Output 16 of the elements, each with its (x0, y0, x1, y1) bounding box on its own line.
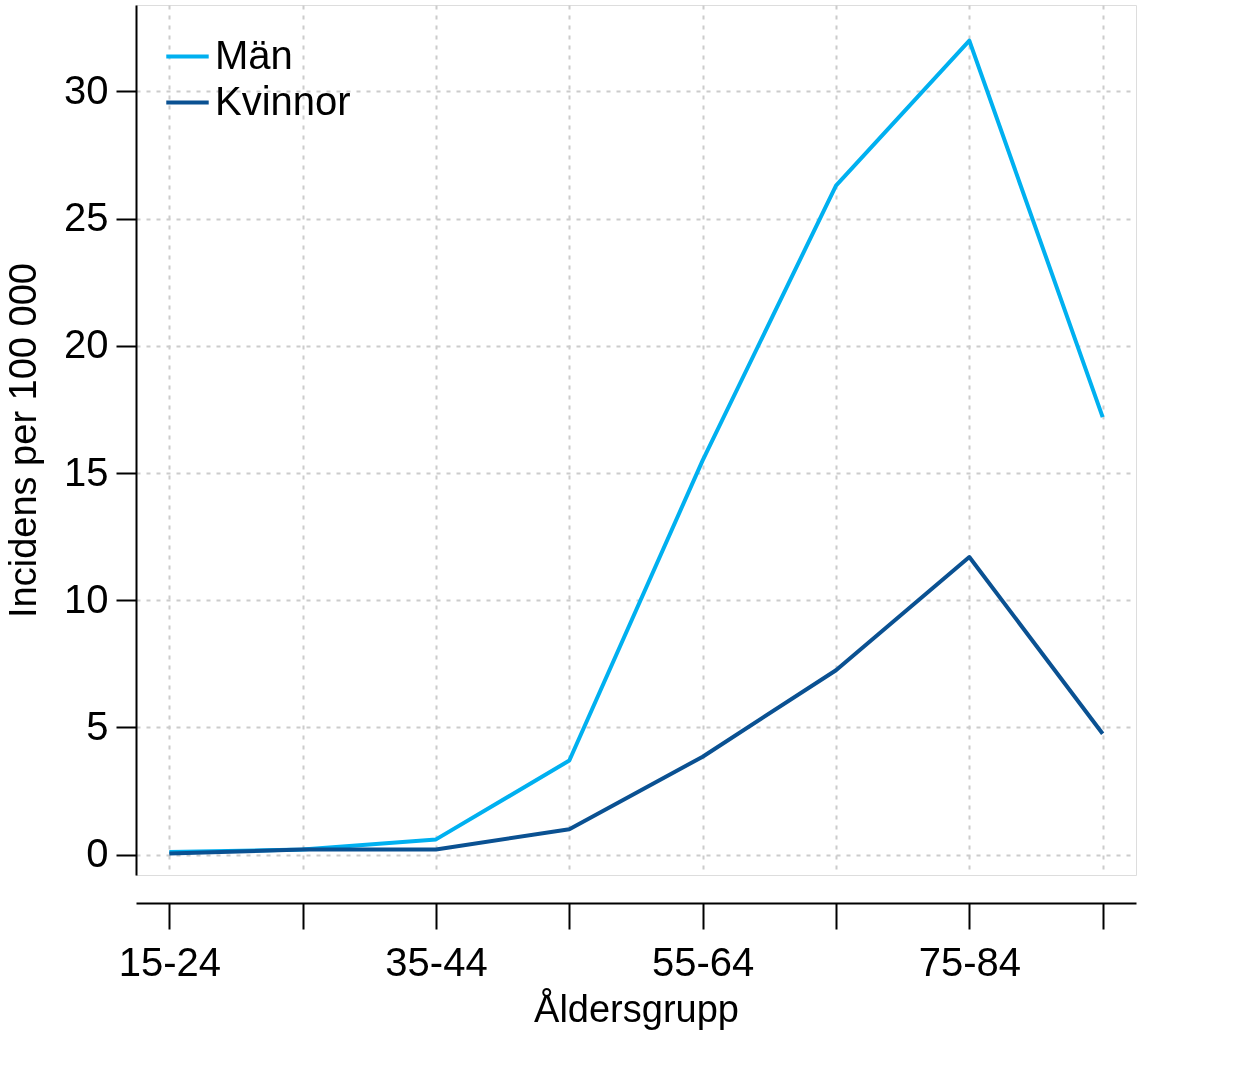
line-series (167, 555, 1105, 856)
y-axis-title: Incidens per 100 000 (2, 263, 45, 618)
legend-label: Män (215, 32, 293, 77)
y-tick-label: 0 (86, 831, 109, 876)
x-tick-label: 75-84 (918, 939, 1021, 984)
y-tick-label: 5 (86, 703, 109, 748)
x-tick-label: 55-64 (652, 939, 755, 984)
x-tick-label: 15-24 (118, 939, 221, 984)
y-tick-label: 15 (64, 449, 109, 494)
x-tick-label: 35-44 (385, 939, 488, 984)
y-tick-label: 30 (64, 67, 109, 112)
legend-label: Kvinnor (215, 78, 351, 123)
x-axis-title: Åldersgrupp (534, 986, 739, 1030)
y-tick-label: 25 (64, 195, 109, 240)
y-tick-label: 20 (64, 322, 109, 367)
y-tick-label: 10 (64, 576, 109, 621)
